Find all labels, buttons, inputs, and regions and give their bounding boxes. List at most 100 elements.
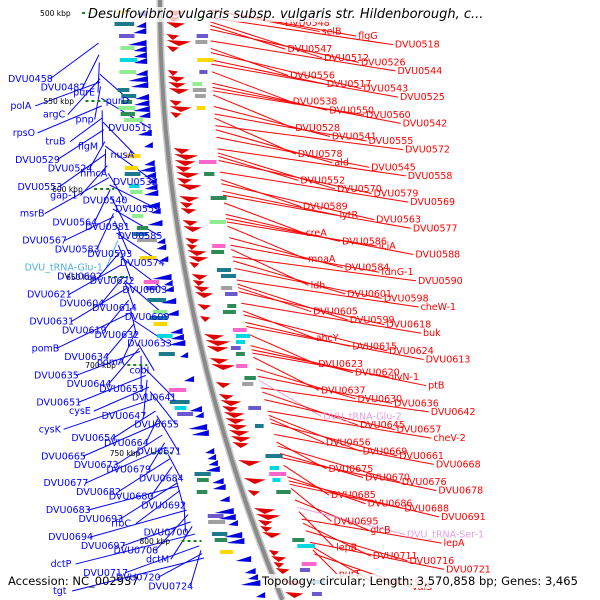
forward-strand-feature [168,88,190,94]
gene-label-right: DVU0716 [409,556,454,567]
feature-block [203,172,215,176]
feature-block [192,88,207,92]
feature-block [207,514,224,518]
tick-label: 750 kbp [110,449,141,458]
gene-label-right: DVU0618 [386,320,431,331]
forward-strand-feature [230,436,252,442]
gene-label-right: DVU0642 [431,407,476,418]
gene-label-left: cobI [129,366,149,377]
feature-block [297,544,316,548]
gene-label-left: DVU0655 [134,420,179,431]
gene-label-right: DVU0669 [363,446,408,457]
forward-strand-feature [186,244,198,250]
gene-label-right: DVU0675 [328,464,373,475]
feature-block [235,352,245,356]
gene-label-right: DVU0525 [400,92,445,103]
gene-label-right: DVU0544 [397,66,442,77]
tick-label: 800 kbp [140,537,171,546]
reverse-strand-feature [137,130,152,136]
gene-label-left: pnp [76,114,94,125]
gene-label-left: DVU0632 [95,330,140,341]
leader-line-left [49,42,99,80]
leader-line-left [56,129,105,161]
leader-line-left [67,78,101,116]
forward-strand-feature [203,334,225,340]
forward-strand-feature [228,430,250,436]
gene-label-left: DVU0524 [48,164,93,175]
gene-label-right: ahcY [316,333,339,344]
reverse-strand-feature [127,40,147,46]
reverse-strand-feature [165,310,179,316]
feature-block [194,472,211,476]
leader-line-left [132,319,170,345]
gene-label-left: DVU0631 [29,317,74,328]
gene-label-right: DVU0547 [288,44,333,55]
tick-label: 650 kbp [66,273,97,282]
forward-strand-feature [260,526,273,532]
leader-line-right [210,28,359,63]
leader-line-left [189,550,202,587]
gene-label-right: DVU0589 [303,202,348,213]
forward-strand-feature [232,442,249,448]
feature-block [224,292,238,296]
feature-block [121,94,137,98]
gene-label-right: iciA [379,241,397,252]
reverse-strand-feature [133,58,148,64]
gene-label-left: DVU0634 [64,352,109,363]
feature-block [174,406,187,410]
gene-label-right: DVU0569 [410,197,455,208]
forward-strand-feature [211,364,236,370]
feature-block [114,22,135,26]
reverse-strand-feature [212,478,224,484]
leader-line-right [283,464,330,496]
leader-line-left [143,379,148,416]
tick-label: 700 kbp [85,361,116,370]
map-title: Desulfovibrio vulgaris subsp. vulgaris s… [88,7,484,22]
reverse-strand-feature [169,328,183,334]
feature-block [132,214,144,218]
gene-label-right: ldh [311,280,326,291]
forward-strand-feature [166,22,186,28]
gene-label-right: lytR [340,210,359,221]
gene-label-left: pomA [97,357,125,368]
feature-block [145,286,157,290]
gene-label-right: glcB [370,525,390,536]
leader-line-left [63,398,153,430]
leader-line-right [216,136,370,168]
forward-strand-feature [257,520,273,526]
leader-line-left [129,307,137,336]
reverse-strand-feature [235,556,252,562]
reverse-strand-feature [132,106,150,112]
gene-label-right: DVU0598 [384,293,429,304]
gene-label-left: DVU0581 [85,222,130,233]
feature-block [197,58,214,62]
reverse-strand-feature [214,508,234,514]
gene-label-right: DVU0721 [446,564,491,575]
forward-strand-feature [189,262,200,268]
feature-block [212,244,226,248]
reverse-strand-feature [244,568,256,574]
leader-line-left [96,213,114,250]
gene-label-left: purD [106,96,129,107]
leader-line-right [241,302,422,334]
reverse-strand-feature [207,454,217,460]
leader-line-right [269,418,325,444]
reverse-strand-feature [218,514,236,520]
feature-block [118,106,136,110]
gene-label-right: DVU0541 [332,131,377,142]
gene-label-left: DVU0647 [102,411,147,422]
leader-line-left [102,121,136,156]
gene-label-right: creA [305,228,327,239]
gene-label-right: DVU0670 [365,473,410,484]
gene-label-left: DVU0664 [104,438,149,449]
leader-line-left [101,275,125,304]
gene-label-left: DVU0671 [137,447,182,458]
gene-label-right: DVU0542 [403,118,448,129]
reverse-strand-feature [133,46,147,52]
gene-label-right: DVU_tRNA-Glu-2 [323,411,401,422]
feature-block [139,256,157,260]
gene-label-left: DVU0511 [108,123,153,134]
leader-line-right [215,129,333,164]
feature-block [124,166,138,170]
